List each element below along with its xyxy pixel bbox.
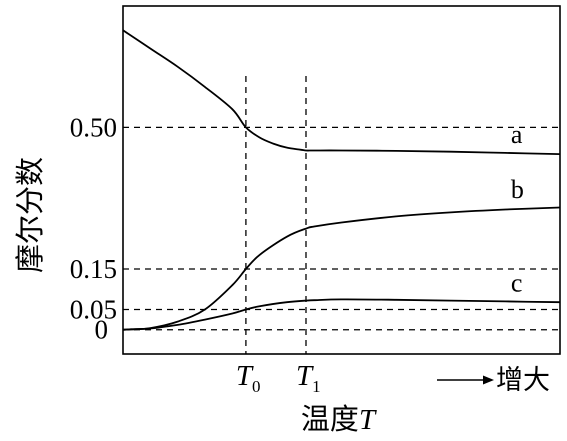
x-direction-indicator: 增大 <box>437 365 550 395</box>
x-tick-sub: 1 <box>312 377 321 396</box>
series-line-c <box>122 298 561 331</box>
y-axis-label: 摩尔分数 <box>14 157 47 273</box>
guide-lines <box>123 76 560 354</box>
series-label-c: c <box>511 268 523 297</box>
x-axis-label: 温度T <box>301 403 377 436</box>
x-axis-label-text: 温度 <box>301 403 359 436</box>
x-tick-labels: T0 T1 <box>236 360 321 396</box>
x-tick-main: T <box>296 360 314 392</box>
y-tick-label: 0 <box>95 315 109 345</box>
x-direction-label: 增大 <box>496 365 550 395</box>
y-tick-label: 0.50 <box>70 112 117 142</box>
y-tick-label: 0.15 <box>70 254 117 284</box>
x-tick-label: T0 <box>236 360 261 396</box>
series-labels: ab c <box>511 120 524 298</box>
x-tick-sub: 0 <box>252 377 261 396</box>
direction-arrow-head <box>483 375 494 385</box>
series-label-b: b <box>511 175 524 204</box>
series-label-a: a <box>511 120 523 149</box>
x-tick-label: T1 <box>296 360 321 396</box>
y-tick-labels: 00.05 0.15 0.50 <box>70 112 117 344</box>
series-line-a <box>122 29 561 155</box>
series-line-b <box>122 206 561 331</box>
data-series <box>122 29 561 331</box>
y-tick-label: 0.05 <box>70 294 117 324</box>
x-axis-label-var: T <box>359 404 377 436</box>
x-tick-main: T <box>236 360 254 392</box>
plot-frame <box>122 5 561 355</box>
